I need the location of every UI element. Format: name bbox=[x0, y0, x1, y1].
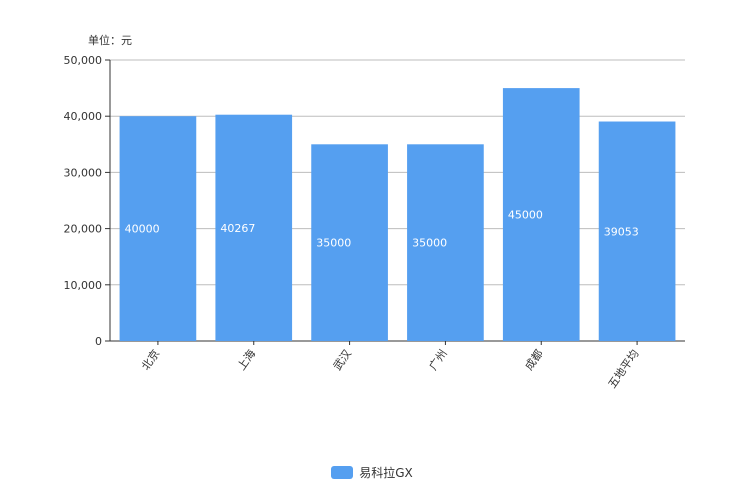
legend-series-label: 易科拉GX bbox=[359, 466, 413, 480]
bar-data-label: 35000 bbox=[316, 237, 351, 250]
bar bbox=[502, 88, 580, 341]
bar-data-label: 35000 bbox=[412, 237, 447, 250]
x-category-label: 北京 bbox=[138, 347, 162, 373]
bar bbox=[407, 144, 484, 341]
y-tick-label: 20,000 bbox=[64, 223, 103, 236]
bar-data-label: 40000 bbox=[125, 223, 160, 236]
bar bbox=[311, 144, 388, 341]
y-axis-unit-label: 单位：元 bbox=[88, 34, 132, 47]
y-tick-label: 10,000 bbox=[64, 279, 103, 292]
bar bbox=[119, 116, 197, 341]
y-tick-label: 50,000 bbox=[64, 54, 103, 67]
y-tick-label: 40,000 bbox=[64, 110, 103, 123]
bar-data-label: 40267 bbox=[220, 222, 255, 235]
x-category-label: 成都 bbox=[522, 347, 545, 372]
y-tick-label: 30,000 bbox=[64, 166, 103, 179]
legend-item[interactable]: 易科拉GX bbox=[331, 464, 413, 481]
bar bbox=[598, 121, 676, 341]
bar-data-label: 39053 bbox=[604, 225, 639, 238]
x-category-label: 五地平均 bbox=[606, 347, 642, 390]
bar bbox=[215, 114, 293, 341]
legend-swatch bbox=[331, 466, 354, 479]
x-category-label: 广州 bbox=[427, 347, 450, 372]
bar-data-label: 45000 bbox=[508, 209, 543, 222]
chart-legend: 易科拉GX bbox=[0, 464, 744, 482]
x-category-label: 武汉 bbox=[331, 347, 354, 372]
x-category-label: 上海 bbox=[234, 347, 258, 373]
y-tick-label: 0 bbox=[95, 335, 102, 348]
